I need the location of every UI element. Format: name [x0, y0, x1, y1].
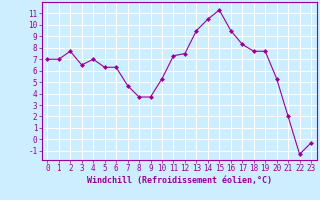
X-axis label: Windchill (Refroidissement éolien,°C): Windchill (Refroidissement éolien,°C) [87, 176, 272, 185]
